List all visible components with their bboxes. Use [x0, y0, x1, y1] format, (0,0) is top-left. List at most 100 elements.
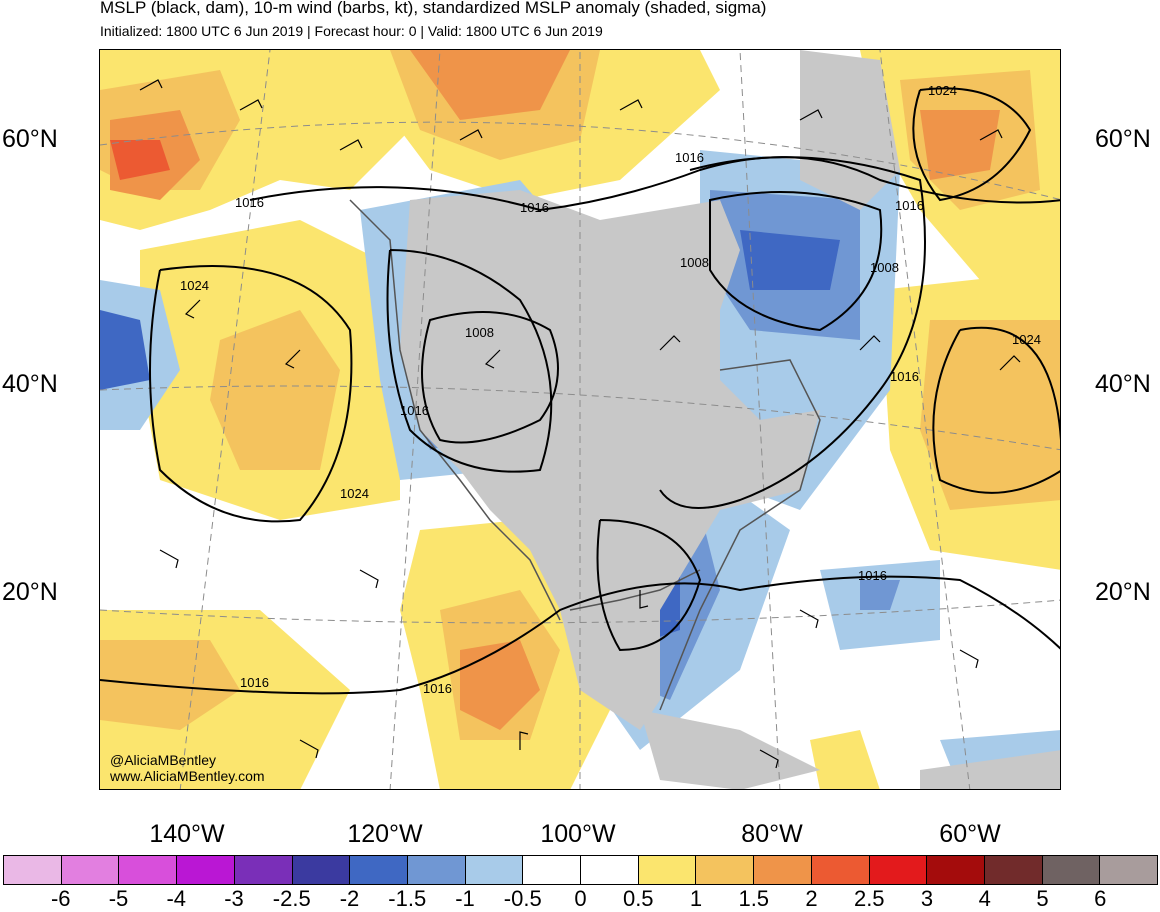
- contour-label: 1008: [680, 255, 709, 270]
- map-panel: 1016 1024 1016 1008 1016 1008 1008 1016 …: [99, 49, 1061, 790]
- colorbar-swatch: [927, 856, 985, 884]
- anomaly-canada-core: [410, 50, 570, 120]
- lat-label-20n-left: 20°N: [2, 578, 58, 606]
- map-svg: 1016 1024 1016 1008 1016 1008 1008 1016 …: [100, 50, 1060, 789]
- wind-barb: [484, 349, 501, 369]
- colorbar-tick-label: -1.5: [388, 886, 427, 911]
- colorbar-tick-label: -2.5: [272, 886, 311, 911]
- colorbar-tick-label: 5: [1036, 886, 1049, 911]
- land-areas: [400, 50, 1060, 789]
- isobar-1024-pacific: [149, 265, 353, 523]
- colorbar-swatch: [407, 856, 466, 884]
- lat-label-60n-right: 60°N: [1095, 125, 1151, 153]
- wind-barb: [799, 609, 819, 629]
- colorbar-tick-label: -5: [108, 886, 129, 911]
- anomaly-mexico-core: [460, 640, 540, 730]
- credit-handle: @AliciaMBentley: [110, 752, 217, 768]
- contour-label: 1024: [340, 486, 369, 501]
- colorbar-tick-label: 2: [805, 886, 818, 911]
- contour-label: 1016: [675, 150, 704, 165]
- colorbar-tick-label: -1: [455, 886, 475, 911]
- contour-label: 1008: [465, 325, 494, 340]
- colorbar-tick-label: -4: [166, 886, 187, 911]
- isobar-1024-greenland: [912, 87, 1032, 202]
- anomaly-alaska-peak: [110, 140, 170, 180]
- wind-barb: [799, 109, 823, 121]
- wind-barb: [359, 569, 379, 589]
- contour-label: 1016: [520, 200, 549, 215]
- contour-label: 1016: [858, 568, 887, 583]
- wind-barb: [139, 79, 163, 91]
- mslp-contours: [100, 87, 1060, 695]
- wind-barb: [759, 749, 779, 769]
- land-north-america: [400, 190, 820, 730]
- graticule-lon140: [179, 50, 271, 789]
- wind-barbs: [139, 79, 1021, 769]
- colorbar-swatch: [984, 856, 1043, 884]
- wind-barb: [284, 349, 301, 369]
- anomaly-caribbean-core: [860, 580, 900, 610]
- colorbar-swatch: [1042, 856, 1101, 884]
- colorbar-tick-label: 1.5: [738, 886, 770, 911]
- colorbar-tick-label: 0: [574, 886, 587, 911]
- isobar-1016-north: [249, 156, 1060, 212]
- colorbar-tick-label: -6: [50, 886, 71, 911]
- colorbar-swatch: [61, 856, 120, 884]
- contour-label: 1024: [928, 83, 957, 98]
- graticule-lon120: [389, 50, 441, 789]
- isobar-1024-atlantic: [932, 326, 1060, 494]
- anomaly-caribbean-yellow: [810, 730, 880, 789]
- contour-label: 1008: [870, 260, 899, 275]
- wind-barb: [639, 590, 649, 609]
- colorbar-tick-label: 1: [689, 886, 703, 911]
- lon-label-100w: 100°W: [540, 820, 616, 848]
- lon-label-140w: 140°W: [149, 820, 225, 848]
- chart-subtitle: Initialized: 1800 UTC 6 Jun 2019 | Forec…: [100, 23, 603, 39]
- colorbar-tick-label: 0.5: [622, 886, 654, 911]
- graticule-lon80: [739, 50, 781, 789]
- wind-barb: [339, 139, 363, 151]
- wind-barb: [979, 129, 1003, 141]
- isobar-1016-south: [100, 575, 1060, 695]
- contour-label: 1024: [1012, 332, 1041, 347]
- wind-barb: [619, 99, 643, 111]
- contour-label: 1016: [423, 681, 452, 696]
- lon-label-60w: 60°W: [939, 820, 1001, 848]
- wind-barb: [459, 129, 483, 141]
- colorbar-swatch: [177, 856, 235, 884]
- coast-west: [349, 199, 561, 621]
- contour-label: 1016: [400, 403, 429, 418]
- land-south-america: [920, 750, 1060, 789]
- isobar-gulf-low: [596, 519, 702, 652]
- colorbar-swatch: [119, 856, 178, 884]
- colorbar-swatch: [581, 856, 639, 884]
- contour-label: 1016: [895, 198, 924, 213]
- colorbar-swatch: [292, 856, 351, 884]
- colorbar-swatch: [1100, 856, 1158, 884]
- colorbar-swatch: [869, 856, 928, 884]
- lat-label-40n-left: 40°N: [2, 370, 58, 398]
- land-central-america: [640, 710, 820, 789]
- contour-labels: 1016 1024 1016 1008 1016 1008 1008 1016 …: [180, 83, 1041, 696]
- colorbar-tick-label: 6: [1094, 886, 1107, 911]
- lon-label-120w: 120°W: [347, 820, 423, 848]
- colorbar-swatch: [811, 856, 870, 884]
- wind-barb: [299, 739, 319, 759]
- coast-east: [659, 359, 821, 711]
- anomaly-atlantic-orange: [920, 320, 1060, 510]
- contour-label: 1016: [890, 369, 919, 384]
- colorbar-swatch: [350, 856, 408, 884]
- colorbar-swatch: [754, 856, 812, 884]
- lat-label-40n-right: 40°N: [1095, 370, 1151, 398]
- colorbar-swatch: [696, 856, 755, 884]
- colorbar-tick-label: -2: [339, 886, 360, 911]
- graticule: [100, 50, 1060, 789]
- colorbar-swatch: [234, 856, 293, 884]
- credit-website: www.AliciaMBentley.com: [110, 768, 265, 784]
- lon-label-80w: 80°W: [741, 820, 803, 848]
- colorbar-tick-label: -3: [224, 886, 244, 911]
- isobar-1008-east: [709, 191, 883, 332]
- anomaly-positive-shading: [100, 50, 1060, 789]
- contour-label: 1016: [235, 195, 264, 210]
- lat-label-20n-right: 20°N: [1095, 578, 1151, 606]
